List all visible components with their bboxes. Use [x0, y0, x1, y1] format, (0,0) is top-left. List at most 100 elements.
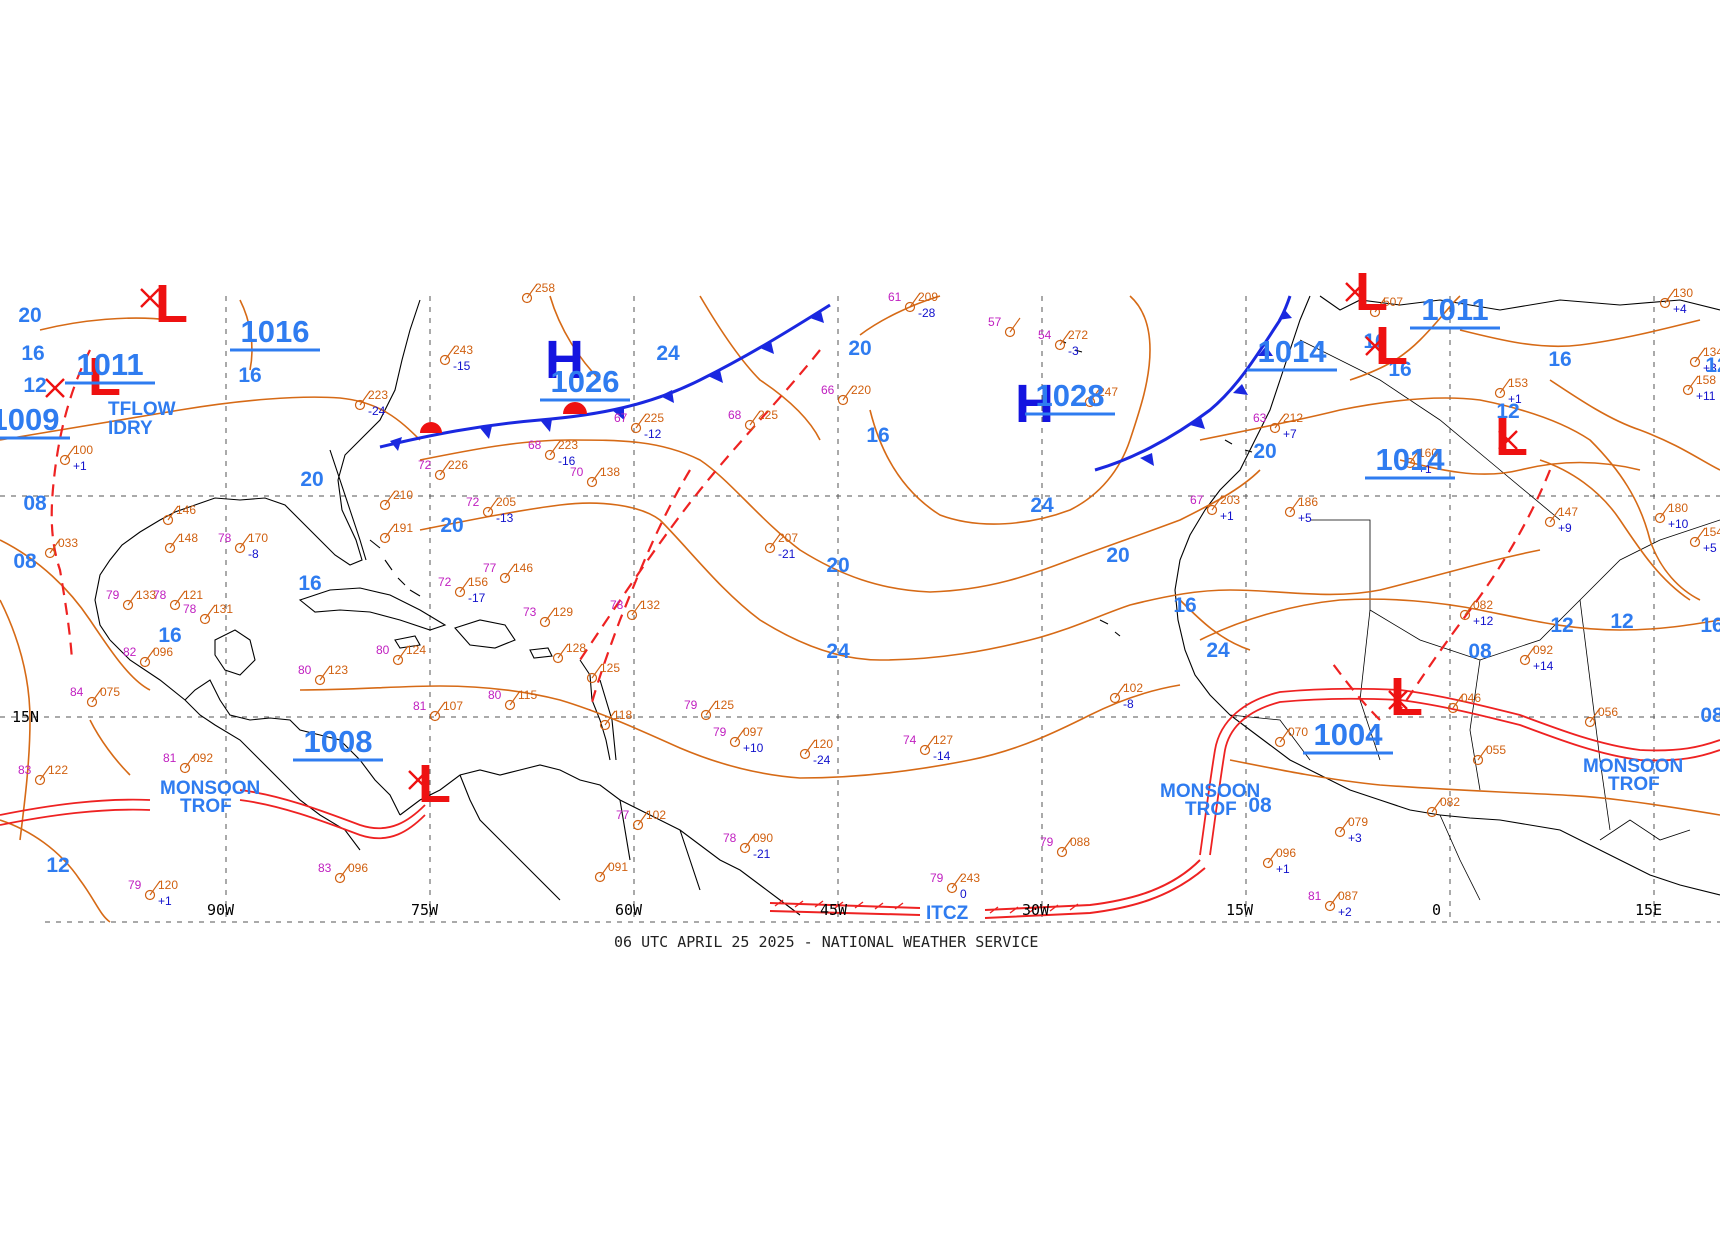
- station-temperature: 79: [106, 588, 120, 602]
- isobar-label-7: 24: [1030, 494, 1054, 517]
- station-plot: 507: [1369, 295, 1403, 318]
- station-plot: 81 092: [163, 751, 213, 774]
- station-temperature: 80: [488, 688, 502, 702]
- isobar-label-20: 08: [1248, 794, 1272, 817]
- station-temperature: 54: [1038, 328, 1052, 342]
- station-plot: 046: [1447, 691, 1481, 714]
- station-pressure-tendency: +10: [743, 741, 764, 755]
- station-pressure: 220: [851, 383, 871, 397]
- station-pressure-tendency: 0: [960, 887, 967, 901]
- station-pressure: 226: [448, 458, 468, 472]
- station-temperature: 79: [684, 698, 698, 712]
- station-pressure: 120: [158, 878, 178, 892]
- station-pressure-tendency: +10: [1668, 517, 1689, 531]
- station-pressure: 092: [193, 751, 213, 765]
- station-pressure-tendency: -13: [496, 511, 514, 525]
- station-pressure: 129: [553, 605, 573, 619]
- pressure-value-9: 1004: [1314, 717, 1384, 752]
- station-pressure: 154: [1703, 525, 1720, 539]
- station-temperature: 72: [418, 458, 432, 472]
- station-plot: 78 090 -21: [723, 831, 773, 861]
- station-pressure: 223: [368, 388, 388, 402]
- station-pressure-tendency: +1: [1508, 392, 1522, 406]
- station-plot: 247: [1084, 385, 1118, 408]
- lon-label-45w: 45W: [820, 901, 848, 919]
- itcz-label: ITCZ: [926, 903, 969, 924]
- low-center-letter-6: L: [1375, 316, 1408, 376]
- isobar-label-19: 16: [158, 624, 181, 647]
- station-plot: 78 121: [153, 588, 203, 611]
- station-plot: 72 226: [418, 458, 468, 481]
- station-pressure: 075: [100, 685, 120, 699]
- station-pressure: 160: [1418, 446, 1438, 460]
- station-pressure: 272: [1068, 328, 1088, 342]
- high-center-letter-0: H: [545, 330, 584, 390]
- station-plot: 100+1: [59, 443, 93, 473]
- isobar-label-6: 16: [866, 424, 889, 447]
- pressure-value-3: 1011: [76, 347, 143, 382]
- station-pressure: 127: [933, 733, 953, 747]
- station-pressure-tendency: +14: [1533, 659, 1554, 673]
- station-pressure-tendency: +3: [1348, 831, 1362, 845]
- station-plot: 73 129: [523, 605, 573, 628]
- station-temperature: 77: [483, 561, 497, 575]
- station-pressure-tendency: -17: [468, 591, 486, 605]
- station-temperature: 74: [903, 733, 917, 747]
- isobar-label-26: 16: [1700, 614, 1720, 637]
- station-plot: 223-24: [354, 388, 388, 418]
- station-pressure: 134: [1703, 345, 1720, 359]
- station-temperature: 81: [1308, 889, 1322, 903]
- station-pressure: 507: [1383, 295, 1403, 309]
- station-pressure-tendency: -21: [753, 847, 771, 861]
- station-plot: 74 127 -14: [903, 733, 953, 763]
- station-pressure: 225: [644, 411, 664, 425]
- footer-caption: 06 UTC APRIL 25 2025 - NATIONAL WEATHER …: [614, 933, 1038, 951]
- station-pressure: 209: [918, 290, 938, 304]
- station-pressure: 258: [535, 281, 555, 295]
- station-temperature: 68: [528, 438, 542, 452]
- station-pressure: 212: [1283, 411, 1303, 425]
- station-pressure: 125: [714, 698, 734, 712]
- station-pressure: 133: [136, 588, 156, 602]
- station-temperature: 67: [1190, 493, 1204, 507]
- station-plot: 153+1: [1494, 376, 1528, 406]
- isobars: [0, 295, 1720, 923]
- lon-label-30w: 30W: [1022, 901, 1050, 919]
- station-plot: 160+1: [1404, 446, 1438, 476]
- station-plot: 191: [379, 521, 413, 544]
- station-plot: 120-24: [799, 737, 833, 767]
- lon-label-0: 0: [1432, 901, 1441, 919]
- station-pressure: 092: [1533, 643, 1553, 657]
- station-pressure: 102: [1123, 681, 1143, 695]
- station-temperature: 78: [218, 531, 232, 545]
- station-plot: 67 225 -12: [614, 411, 664, 441]
- station-pressure: 096: [1276, 846, 1296, 860]
- isobar-label-5: 20: [848, 337, 871, 360]
- lon-label-75w: 75W: [411, 901, 439, 919]
- station-pressure: 130: [1673, 286, 1693, 300]
- isobar-label-1: 16: [21, 342, 44, 365]
- station-plot: 81 107: [413, 699, 463, 722]
- monsoon-trof-east-line2: TROF: [1185, 799, 1237, 820]
- station-temperature: 63: [1253, 411, 1267, 425]
- high-center-letter-1: H: [1015, 374, 1054, 434]
- station-pressure: 088: [1070, 835, 1090, 849]
- station-pressure-tendency: +2: [1338, 905, 1352, 919]
- station-temperature: 57: [988, 315, 1002, 329]
- isobar-label-11: 16: [1173, 594, 1196, 617]
- station-pressure: 090: [753, 831, 773, 845]
- station-pressure-tendency: +1: [1220, 509, 1234, 523]
- low-center-x-mark-9: [1388, 690, 1408, 710]
- cold-front-west-atlantic: [379, 303, 831, 451]
- station-plot: 096+1: [1262, 846, 1296, 876]
- station-plot: 81 087 +2: [1308, 889, 1358, 919]
- station-pressure-tendency: -14: [933, 749, 951, 763]
- station-plot: 82 096: [123, 645, 173, 668]
- station-plot: 83 096: [318, 861, 368, 884]
- station-pressure: 153: [1508, 376, 1528, 390]
- station-plot: 80 123: [298, 663, 348, 686]
- station-plot: 70 138: [570, 465, 620, 488]
- station-plot: 68 225: [728, 408, 778, 431]
